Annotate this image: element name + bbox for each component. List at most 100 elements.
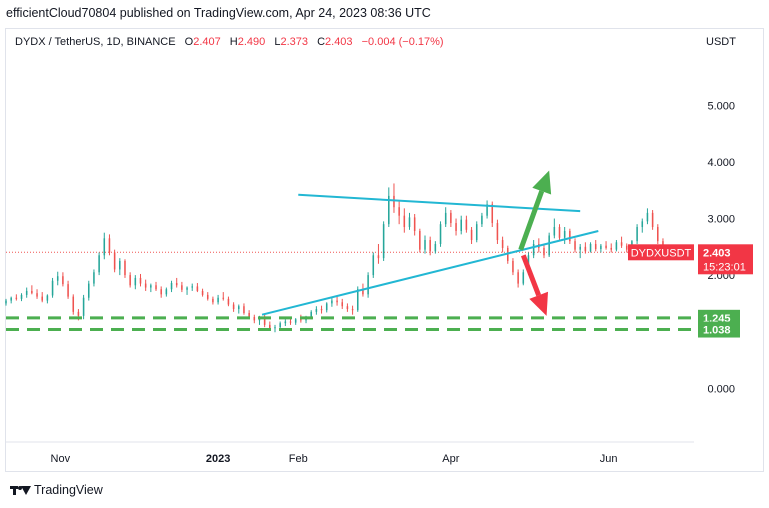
currency-label: USDT bbox=[706, 36, 736, 48]
candle-body bbox=[475, 224, 478, 241]
candle-body bbox=[429, 240, 431, 252]
candle-body bbox=[532, 243, 535, 256]
candle-body bbox=[465, 219, 468, 230]
x-tick-label: Nov bbox=[51, 453, 71, 465]
candle-body bbox=[320, 309, 323, 311]
candle-body bbox=[284, 321, 287, 324]
candle-body bbox=[543, 247, 545, 256]
candle-body bbox=[191, 286, 194, 288]
y-tick-label: 3.000 bbox=[707, 214, 735, 226]
candle-body bbox=[460, 219, 462, 231]
candle-body bbox=[522, 272, 525, 284]
candle-body bbox=[481, 215, 483, 225]
candle-body bbox=[41, 296, 43, 301]
candle-body bbox=[512, 260, 514, 273]
candle-body bbox=[372, 255, 375, 276]
candle-body bbox=[393, 195, 395, 208]
candle-body bbox=[615, 242, 618, 250]
candle-body bbox=[558, 227, 561, 238]
candle-body bbox=[165, 289, 168, 295]
x-tick-label: Apr bbox=[442, 453, 459, 465]
price-tag bbox=[698, 244, 753, 275]
arrow-down bbox=[520, 254, 549, 316]
open-label: O bbox=[184, 36, 194, 48]
candle-body bbox=[377, 255, 380, 259]
candle-body bbox=[274, 327, 276, 329]
price-tag-value: 2.403 bbox=[703, 247, 731, 259]
low-value: 2.373 bbox=[280, 36, 308, 48]
candle-body bbox=[310, 311, 312, 317]
publish-caption: efficientCloud70804 published on Trading… bbox=[6, 6, 431, 20]
candle-body bbox=[408, 217, 411, 228]
candle-body bbox=[548, 235, 550, 256]
candle-body bbox=[351, 309, 354, 311]
candle-body bbox=[20, 294, 23, 299]
candle-body bbox=[289, 321, 292, 323]
support-tag-label: 1.038 bbox=[703, 325, 731, 337]
high-value: 2.490 bbox=[237, 36, 266, 48]
arrow-up bbox=[518, 170, 552, 251]
candle-body bbox=[569, 230, 571, 242]
candle-body bbox=[455, 223, 457, 231]
footer-brand-label: TradingView bbox=[34, 483, 103, 497]
candle-body bbox=[51, 280, 54, 296]
candle-body bbox=[362, 289, 364, 295]
candle-body bbox=[413, 217, 416, 231]
candle-body bbox=[419, 230, 421, 250]
candle-body bbox=[636, 227, 638, 242]
candle-body bbox=[625, 245, 628, 250]
candle-body bbox=[584, 246, 587, 252]
footer-brand: TradingView bbox=[10, 483, 103, 497]
candle-body bbox=[186, 287, 188, 290]
candle-body bbox=[248, 313, 250, 317]
candle-body bbox=[108, 238, 111, 253]
candle-body bbox=[56, 276, 59, 281]
candle-body bbox=[238, 306, 240, 310]
candle-body bbox=[657, 227, 659, 242]
candle-body bbox=[594, 243, 597, 250]
candle-body bbox=[553, 227, 556, 236]
y-tick-label: 0.000 bbox=[707, 383, 735, 395]
candle-body bbox=[144, 283, 147, 288]
candle-body bbox=[15, 297, 18, 299]
candle-body bbox=[227, 298, 230, 305]
symbol-tag bbox=[628, 244, 694, 261]
candle-body bbox=[331, 300, 333, 304]
candle-body bbox=[424, 240, 426, 250]
candle-body bbox=[212, 298, 214, 303]
candle-body bbox=[201, 290, 204, 295]
candle-body bbox=[31, 290, 33, 294]
candle-body bbox=[217, 297, 219, 303]
candle-body bbox=[82, 297, 85, 316]
arrow-head bbox=[532, 170, 552, 195]
candle-body bbox=[403, 215, 406, 228]
candle-body bbox=[398, 207, 400, 216]
candle-body bbox=[150, 285, 152, 288]
x-tick-label: Jun bbox=[600, 453, 618, 465]
candle-body bbox=[620, 242, 623, 246]
candle-body bbox=[325, 303, 328, 311]
candle-body bbox=[646, 212, 649, 222]
x-tick-label: Feb bbox=[289, 453, 308, 465]
candle-body bbox=[341, 302, 344, 307]
x-tick-label: 2023 bbox=[206, 453, 230, 465]
candle-body bbox=[356, 289, 359, 311]
candle-body bbox=[196, 286, 199, 291]
candle-body bbox=[62, 276, 64, 285]
candle-body bbox=[294, 319, 297, 323]
candle-body bbox=[87, 283, 90, 298]
candle-body bbox=[439, 224, 442, 244]
candle-body bbox=[253, 316, 256, 321]
tradingview-logo-icon bbox=[10, 484, 31, 496]
candle-body bbox=[25, 290, 28, 295]
candle-body bbox=[486, 204, 488, 216]
candle-body bbox=[315, 309, 318, 312]
open-value: 2.407 bbox=[193, 36, 221, 48]
candle-body bbox=[139, 277, 142, 284]
y-tick-label: 4.000 bbox=[707, 157, 735, 169]
change-value: −0.004 (−0.17%) bbox=[361, 36, 444, 48]
candle-body bbox=[470, 229, 473, 241]
candle-body bbox=[450, 212, 452, 224]
candle-body bbox=[77, 311, 80, 316]
